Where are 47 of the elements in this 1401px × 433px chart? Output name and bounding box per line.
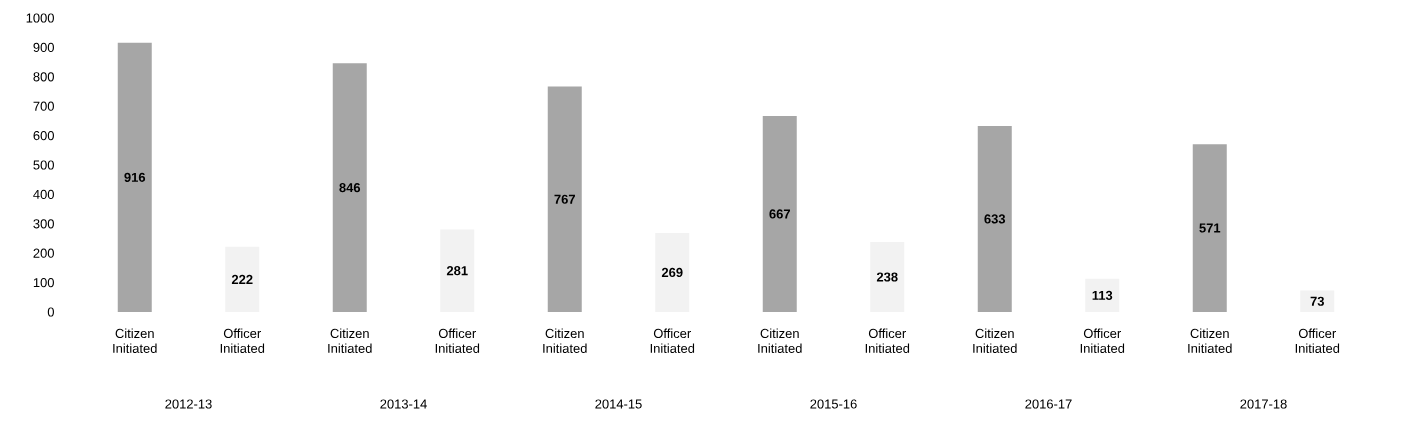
data-label: 113 (1092, 290, 1113, 300)
y-tick-label: 100 (33, 278, 54, 288)
x-tick-label: Citizen Initiated (758, 328, 802, 353)
y-tick-label: 500 (33, 160, 54, 170)
x-tick-label: Officer Initiated (650, 328, 695, 353)
data-label: 238 (876, 272, 898, 282)
text: 2016-17 (1025, 399, 1072, 409)
text: 2012-13 (165, 399, 212, 409)
y-tick-label: 200 (33, 248, 54, 258)
data-label: 767 (554, 194, 575, 204)
y-tick-label: 700 (33, 101, 54, 111)
data-label: 916 (124, 172, 146, 182)
x-tick-label: Citizen Initiated (543, 328, 587, 353)
x-tick-label: Citizen Initiated (1188, 328, 1232, 353)
bar (117, 42, 152, 312)
x-tick-label: Officer Initiated (435, 328, 480, 353)
text: 2014-15 (595, 399, 642, 409)
y-tick-label: 1000 (26, 13, 54, 23)
text: 2013-14 (380, 399, 427, 409)
x-tick-label: Citizen Initiated (113, 328, 157, 353)
data-label: 73 (1310, 296, 1324, 306)
data-label: 269 (661, 267, 683, 278)
y-tick-label: 900 (33, 42, 54, 52)
y-tick-label: 0 (47, 307, 54, 317)
data-label: 633 (984, 214, 1006, 224)
y-tick-label: 600 (33, 131, 54, 141)
x-tick-label: Officer Initiated (220, 328, 265, 353)
bar (762, 115, 797, 312)
text: 2017-18 (1240, 399, 1287, 409)
data-label: 571 (1199, 223, 1221, 233)
x-tick-label: Officer Initiated (1080, 328, 1125, 353)
y-tick-label: 800 (33, 72, 54, 82)
bar (1192, 144, 1227, 312)
y-tick-label: 400 (33, 189, 54, 199)
data-label: 667 (769, 209, 790, 219)
bar (547, 86, 582, 312)
x-tick-label: Officer Initiated (865, 328, 910, 353)
data-label: 281 (446, 266, 468, 276)
y-tick-label: 300 (33, 219, 54, 229)
x-tick-label: Citizen Initiated (973, 328, 1017, 353)
data-label: 222 (231, 274, 253, 284)
x-tick-label: Citizen Initiated (328, 328, 372, 353)
data-label: 846 (339, 183, 361, 193)
bar (332, 63, 367, 312)
bar (977, 125, 1012, 312)
x-tick-label: Officer Initiated (1295, 328, 1340, 353)
text: 2015-16 (810, 399, 857, 409)
